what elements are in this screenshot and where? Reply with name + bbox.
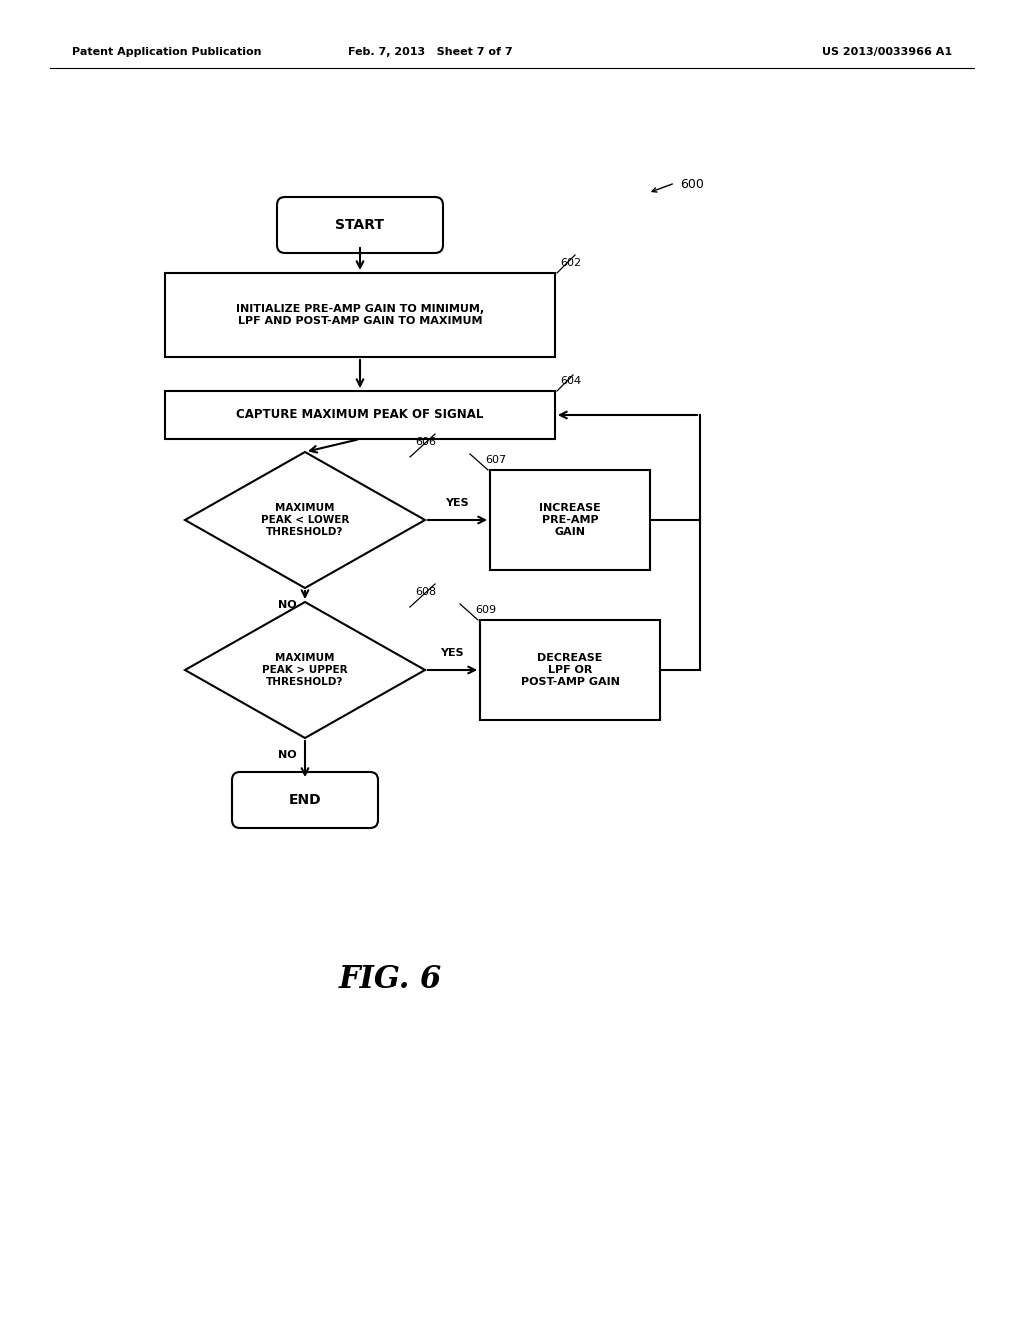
Text: INITIALIZE PRE-AMP GAIN TO MINIMUM,
LPF AND POST-AMP GAIN TO MAXIMUM: INITIALIZE PRE-AMP GAIN TO MINIMUM, LPF … [236, 304, 484, 326]
Text: DECREASE
LPF OR
POST-AMP GAIN: DECREASE LPF OR POST-AMP GAIN [520, 653, 620, 686]
Text: US 2013/0033966 A1: US 2013/0033966 A1 [822, 48, 952, 57]
Text: MAXIMUM
PEAK < LOWER
THRESHOLD?: MAXIMUM PEAK < LOWER THRESHOLD? [261, 503, 349, 537]
FancyBboxPatch shape [232, 772, 378, 828]
Text: NO: NO [278, 601, 296, 610]
Text: FIG. 6: FIG. 6 [338, 965, 441, 995]
Bar [490, 470, 650, 570]
Polygon shape [185, 451, 425, 587]
Text: INCREASE
PRE-AMP
GAIN: INCREASE PRE-AMP GAIN [539, 503, 601, 537]
Text: 607: 607 [485, 455, 506, 465]
Text: Feb. 7, 2013   Sheet 7 of 7: Feb. 7, 2013 Sheet 7 of 7 [348, 48, 512, 57]
Text: START: START [336, 218, 384, 232]
FancyBboxPatch shape [278, 197, 443, 253]
Bar [480, 620, 660, 719]
Bar [165, 273, 555, 356]
Text: 606: 606 [415, 437, 436, 447]
Text: CAPTURE MAXIMUM PEAK OF SIGNAL: CAPTURE MAXIMUM PEAK OF SIGNAL [237, 408, 483, 421]
Text: 602: 602 [560, 257, 582, 268]
Polygon shape [185, 602, 425, 738]
Text: NO: NO [278, 750, 296, 760]
Text: 604: 604 [560, 376, 582, 385]
Text: MAXIMUM
PEAK > UPPER
THRESHOLD?: MAXIMUM PEAK > UPPER THRESHOLD? [262, 653, 348, 686]
Text: YES: YES [445, 498, 469, 508]
Bar [165, 391, 555, 440]
Text: END: END [289, 793, 322, 807]
Text: YES: YES [440, 648, 464, 657]
Text: Patent Application Publication: Patent Application Publication [72, 48, 261, 57]
Text: 608: 608 [415, 587, 436, 597]
Text: 609: 609 [475, 605, 496, 615]
Text: 600: 600 [680, 178, 703, 191]
